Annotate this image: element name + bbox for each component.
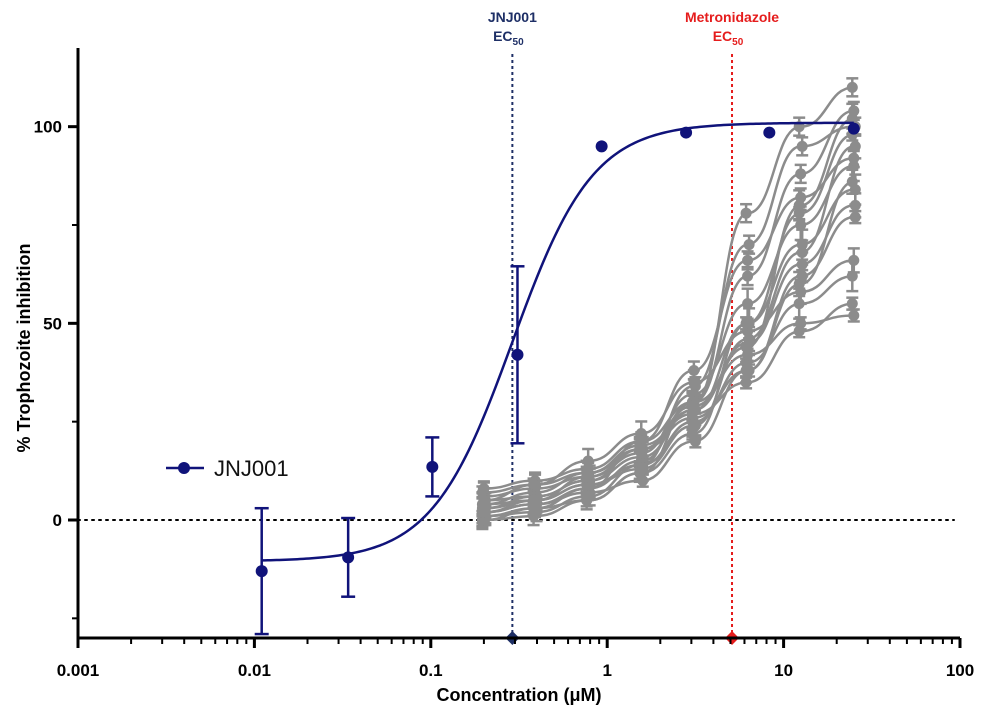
metronidazole-curve-15 (476, 102, 859, 529)
metronidazole-point (849, 140, 861, 152)
metronidazole-point (528, 494, 540, 506)
metro_ec50-label-subscript: 50 (732, 37, 744, 48)
jnj001-point-2 (426, 460, 439, 473)
y-tick-label: 100 (34, 118, 62, 137)
jnj001-point-0 (255, 565, 268, 578)
ec50-markers: JNJ001 EC50 Metronidazole EC50 (488, 9, 779, 645)
jnj001-series (254, 121, 860, 636)
metronidazole-point (742, 298, 754, 310)
x-tick-label: 0.1 (419, 661, 443, 680)
metronidazole-point (743, 365, 755, 377)
jnj_ec50-label-line1: JNJ001 (488, 9, 537, 25)
metronidazole-curve-10 (477, 247, 860, 514)
jnj001-point-5 (680, 126, 693, 139)
metronidazole-point (849, 184, 861, 196)
metronidazole-series (476, 77, 862, 531)
y-axis-title: % Trophozoite inhibition (14, 244, 34, 453)
metronidazole-point (476, 506, 488, 518)
x-tick-label: 1 (602, 661, 611, 680)
metronidazole-fit-line-10 (483, 259, 854, 502)
metronidazole-point (740, 341, 752, 353)
x-tick-label: 0.001 (57, 661, 100, 680)
metronidazole-point (795, 219, 807, 231)
metronidazole-point (742, 270, 754, 282)
metronidazole-point (740, 376, 752, 388)
metronidazole-point (637, 463, 649, 475)
metronidazole-point (686, 400, 698, 412)
metronidazole-point (849, 211, 861, 223)
metronidazole-point (581, 471, 593, 483)
metro_ec50-marker: Metronidazole EC50 (685, 9, 779, 645)
jnj_ec50-label-line2: EC50 (493, 28, 524, 48)
metronidazole-point (793, 325, 805, 337)
metronidazole-curve-12 (476, 296, 859, 500)
metro_ec50-label-line1: Metronidazole (685, 9, 779, 25)
metronidazole-fit-line-5 (483, 125, 854, 518)
metronidazole-point (848, 309, 860, 321)
metronidazole-point (795, 168, 807, 180)
jnj_ec50-marker: JNJ001 EC50 (488, 9, 537, 645)
jnj001-point-4 (595, 140, 608, 153)
metronidazole-point (846, 113, 858, 125)
x-tick-label: 10 (774, 661, 793, 680)
legend: JNJ001 (166, 456, 289, 481)
metronidazole-point (689, 420, 701, 432)
x-tick-label: 100 (946, 661, 974, 680)
metro_ec50-label-line2: EC50 (713, 28, 744, 48)
metronidazole-fit-line-13 (483, 156, 854, 518)
jnj001-point-7 (847, 122, 860, 135)
jnj001-point-1 (342, 551, 355, 564)
jnj_ec50-label-subscript: 50 (513, 37, 525, 48)
legend-label-jnj001: JNJ001 (214, 456, 289, 481)
metronidazole-point (796, 247, 808, 259)
metronidazole-point (846, 298, 858, 310)
metronidazole-point (740, 207, 752, 219)
metronidazole-point (742, 254, 754, 266)
axes: 0.001 0.01 0.1 1 10 100 0 50 100 (34, 48, 974, 680)
metronidazole-point (634, 443, 646, 455)
metronidazole-point (688, 365, 700, 377)
y-tick-label: 50 (43, 314, 62, 333)
jnj001-point-6 (763, 126, 776, 139)
metronidazole-point (848, 254, 860, 266)
metronidazole-point (846, 81, 858, 93)
y-tick-label: 0 (53, 511, 62, 530)
jnj001-point-3 (511, 348, 524, 361)
metronidazole-point (743, 239, 755, 251)
legend-marker-jnj001 (178, 462, 190, 474)
metronidazole-point (793, 199, 805, 211)
metronidazole-fit-line-12 (483, 302, 854, 494)
x-axis-title: Concentration (μM) (437, 685, 602, 705)
x-tick-label: 0.01 (238, 661, 271, 680)
jnj001-fit-curve (261, 121, 854, 562)
metronidazole-point (795, 286, 807, 298)
metronidazole-point (796, 140, 808, 152)
